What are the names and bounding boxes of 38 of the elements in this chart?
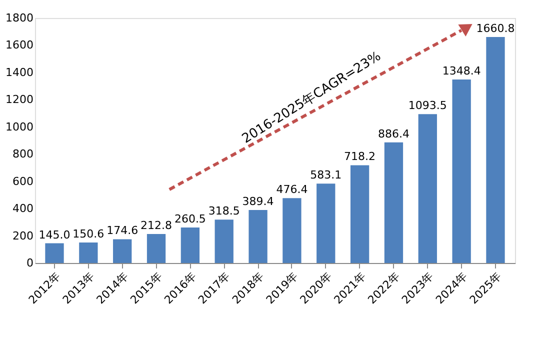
data-label: 1348.4	[442, 64, 481, 78]
bar	[384, 142, 404, 263]
data-label: 583.1	[310, 168, 342, 182]
data-label: 174.6	[106, 224, 138, 238]
bar	[316, 184, 336, 263]
y-tick-label: 800	[12, 148, 34, 161]
data-label: 150.6	[72, 228, 104, 240]
bar	[418, 114, 437, 263]
data-label: 476.4	[276, 183, 308, 196]
data-label: 260.5	[174, 212, 206, 226]
bar	[79, 242, 98, 263]
data-label: 1660.8	[476, 22, 515, 35]
y-tick-label: 1400	[6, 66, 34, 79]
data-label: 145.0	[38, 228, 70, 242]
y-tick-label: 1000	[6, 120, 34, 134]
data-label: 886.4	[378, 127, 410, 140]
bar	[350, 165, 370, 263]
bar	[45, 243, 64, 263]
y-tick-label: 400	[12, 202, 34, 216]
bar	[180, 228, 200, 263]
y-tick-label: 1200	[6, 93, 34, 106]
bar	[214, 220, 234, 263]
bar	[113, 239, 132, 263]
data-label: 389.4	[242, 195, 274, 208]
data-label: 318.5	[208, 204, 240, 218]
bar	[486, 36, 505, 263]
y-tick-label: 0	[26, 256, 34, 270]
data-label: 718.2	[344, 150, 376, 164]
y-tick-label: 1600	[6, 38, 34, 52]
y-tick-label: 600	[12, 174, 34, 188]
y-tick-label: 200	[12, 229, 34, 242]
bar	[452, 79, 471, 263]
data-label: 1093.5	[408, 99, 447, 112]
bar	[146, 234, 166, 263]
bar	[248, 210, 268, 263]
data-label: 212.8	[140, 219, 172, 232]
y-tick-label: 1800	[6, 12, 34, 24]
bar	[282, 198, 302, 263]
